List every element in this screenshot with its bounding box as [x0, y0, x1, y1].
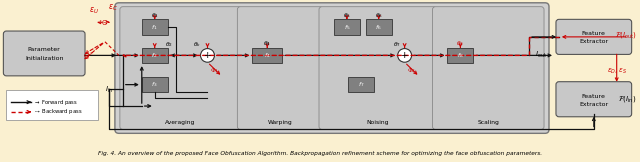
Text: Feature: Feature: [582, 94, 605, 99]
Text: Noising: Noising: [367, 120, 389, 125]
Text: Warping: Warping: [268, 120, 292, 125]
FancyBboxPatch shape: [319, 7, 436, 129]
FancyBboxPatch shape: [556, 82, 632, 117]
Text: $I_{\rm in}$: $I_{\rm in}$: [105, 84, 113, 95]
FancyBboxPatch shape: [237, 7, 323, 129]
Text: $\Phi_1$: $\Phi_1$: [210, 67, 219, 75]
Text: $f_3$: $f_3$: [152, 80, 158, 89]
Bar: [142, 19, 168, 35]
Text: $\Theta$: $\Theta$: [101, 18, 108, 27]
FancyBboxPatch shape: [115, 3, 549, 133]
Text: $\mathcal{F}(I_{\rm out})$: $\mathcal{F}(I_{\rm out})$: [615, 30, 637, 40]
Circle shape: [397, 49, 412, 62]
Text: $f_5$: $f_5$: [344, 23, 350, 32]
Text: Fig. 4. An overview of the proposed Face Obfuscation Algorithm. Backpropagation : Fig. 4. An overview of the proposed Face…: [98, 151, 542, 156]
Text: $\theta_8$: $\theta_8$: [456, 39, 465, 48]
Bar: [366, 19, 392, 35]
Text: $f_7$: $f_7$: [358, 80, 364, 89]
FancyBboxPatch shape: [3, 31, 85, 76]
Circle shape: [200, 49, 214, 62]
Text: $\varepsilon_C$: $\varepsilon_C$: [108, 2, 118, 13]
Bar: [252, 48, 282, 63]
Text: $f_4$: $f_4$: [264, 51, 271, 60]
Text: Extractor: Extractor: [579, 39, 609, 44]
Text: $\theta_4$: $\theta_4$: [263, 39, 271, 48]
Text: $+$: $+$: [204, 50, 212, 60]
Text: Parameter: Parameter: [28, 47, 61, 52]
Text: $\mathcal{F}(I_{\rm in})$: $\mathcal{F}(I_{\rm in})$: [618, 94, 637, 104]
Text: $I_{\rm out}$: $I_{\rm out}$: [535, 50, 547, 60]
FancyBboxPatch shape: [556, 19, 632, 54]
FancyBboxPatch shape: [120, 7, 241, 129]
Text: Scaling: Scaling: [477, 120, 499, 125]
Text: $\Theta^*$: $\Theta^*$: [83, 51, 93, 62]
Text: $\varepsilon_U$: $\varepsilon_U$: [89, 5, 99, 16]
Text: $\theta_6$: $\theta_6$: [375, 11, 383, 20]
Text: $\rightarrow$ Forward pass: $\rightarrow$ Forward pass: [33, 98, 78, 107]
Text: $\theta_2$: $\theta_2$: [164, 40, 173, 49]
Bar: [348, 77, 374, 92]
Text: Feature: Feature: [582, 31, 605, 36]
Text: $\theta_5$: $\theta_5$: [343, 11, 351, 20]
Bar: [447, 48, 474, 63]
Text: $f_6$: $f_6$: [376, 23, 382, 32]
Text: $\theta_7$: $\theta_7$: [393, 40, 401, 49]
FancyBboxPatch shape: [433, 7, 544, 129]
Text: $\varepsilon_D, \varepsilon_S$: $\varepsilon_D, \varepsilon_S$: [607, 66, 627, 76]
Text: $f_8$: $f_8$: [457, 51, 464, 60]
Text: $\theta_1$: $\theta_1$: [151, 11, 159, 20]
Text: $\theta_k$: $\theta_k$: [193, 40, 202, 49]
Text: Averaging: Averaging: [165, 120, 196, 125]
Text: $f_2$: $f_2$: [152, 51, 158, 60]
Bar: [142, 48, 168, 63]
Text: Initialization: Initialization: [25, 56, 63, 61]
Bar: [334, 19, 360, 35]
Bar: [6, 90, 98, 120]
Text: Extractor: Extractor: [579, 102, 609, 107]
Text: $\dashrightarrow$ Backward pass: $\dashrightarrow$ Backward pass: [33, 107, 83, 116]
Text: $+$: $+$: [401, 50, 409, 60]
Text: $f_1$: $f_1$: [152, 23, 158, 32]
Bar: [142, 77, 168, 92]
Text: $\Phi_2$: $\Phi_2$: [407, 67, 416, 75]
